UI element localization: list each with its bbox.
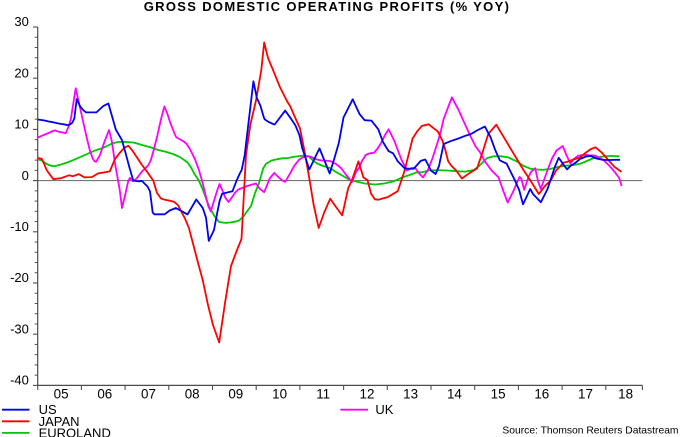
svg-text:07: 07: [141, 387, 156, 402]
svg-text:0: 0: [22, 168, 29, 183]
svg-text:05: 05: [54, 387, 69, 402]
svg-text:30: 30: [14, 14, 28, 29]
svg-text:17: 17: [578, 387, 593, 402]
svg-text:11: 11: [316, 387, 330, 402]
svg-text:US: US: [39, 402, 57, 417]
svg-text:08: 08: [185, 387, 200, 402]
svg-text:20: 20: [14, 65, 28, 80]
svg-text:JAPAN: JAPAN: [39, 414, 80, 429]
svg-text:Source: Thomson Reuters Datast: Source: Thomson Reuters Datastream: [502, 426, 678, 437]
svg-text:EUROLAND: EUROLAND: [39, 425, 111, 437]
svg-text:16: 16: [534, 387, 549, 402]
svg-text:10: 10: [272, 387, 287, 402]
svg-text:-30: -30: [10, 321, 29, 336]
svg-text:18: 18: [618, 387, 633, 402]
svg-text:06: 06: [97, 387, 112, 402]
svg-text:13: 13: [403, 387, 418, 402]
svg-text:10: 10: [14, 117, 28, 132]
svg-text:15: 15: [491, 387, 506, 402]
svg-text:12: 12: [360, 387, 375, 402]
svg-text:-40: -40: [10, 373, 29, 388]
svg-text:UK: UK: [375, 402, 393, 417]
svg-text:-10: -10: [10, 219, 29, 234]
svg-text:-20: -20: [10, 270, 29, 285]
svg-text:09: 09: [228, 387, 243, 402]
svg-text:14: 14: [447, 387, 462, 402]
